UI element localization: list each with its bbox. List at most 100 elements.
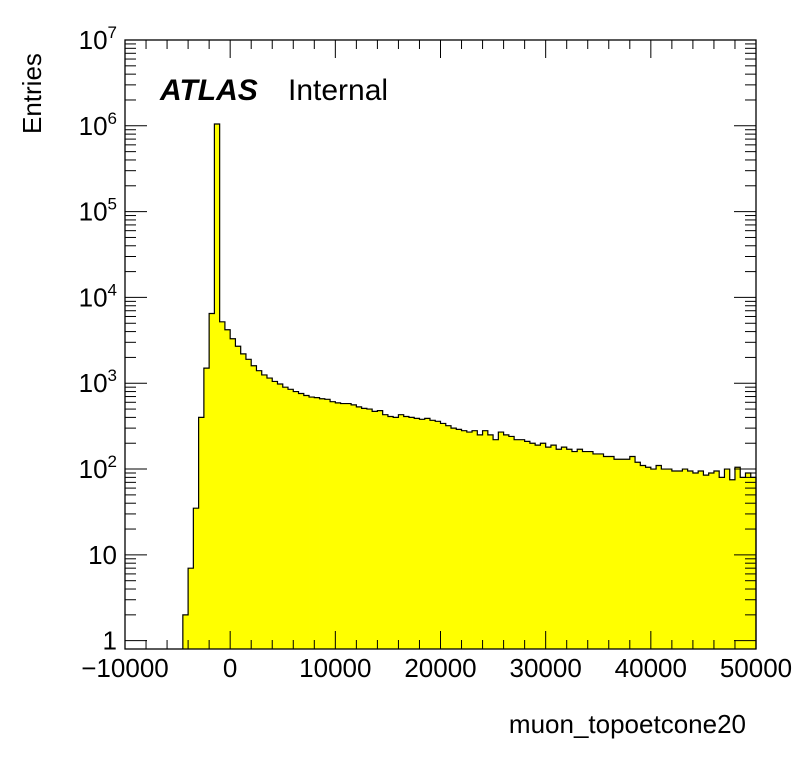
histogram-bar [314, 397, 320, 649]
histogram-bar [193, 508, 200, 649]
histogram-bar [692, 472, 699, 649]
histogram-bar [408, 417, 415, 649]
histogram-bar [656, 465, 662, 649]
histogram-bars [182, 123, 757, 649]
histogram-bar [209, 313, 215, 649]
histogram-bar [671, 470, 678, 649]
histogram-bar [645, 467, 652, 649]
histogram-bar [403, 416, 410, 649]
histogram-bar [508, 436, 515, 649]
histogram-bar [261, 374, 268, 649]
histogram-bar [272, 381, 278, 649]
histogram-bar [461, 430, 468, 649]
histogram-bar [319, 398, 326, 649]
histogram-bar [282, 387, 289, 649]
histogram-bar [188, 568, 194, 649]
histogram-bar [592, 453, 599, 649]
x-tick-label: 40000 [615, 653, 687, 683]
histogram-bar [535, 445, 541, 649]
histogram-bar [550, 445, 557, 649]
x-tick-label: 20000 [404, 653, 476, 683]
histogram-bar [487, 434, 494, 649]
atlas-status-label: Internal [288, 74, 388, 107]
histogram-bar [703, 475, 710, 649]
histogram-bar [466, 432, 473, 649]
histogram-bar [445, 425, 452, 649]
histogram-bar [661, 469, 668, 649]
x-tick-labels: −10000 0 10000 20000 30000 40000 50000 [81, 653, 792, 683]
histogram-bar [182, 614, 189, 649]
histogram-bar [393, 417, 399, 649]
x-tick-label: −10000 [81, 653, 168, 683]
histogram-bar [556, 449, 562, 649]
histogram-bar [398, 414, 405, 649]
histogram-bar [266, 378, 273, 649]
histogram-bar [529, 443, 536, 649]
histogram-bar [519, 439, 526, 649]
histogram-bar [309, 397, 315, 649]
histogram-bar [719, 477, 725, 649]
histogram-bar [214, 123, 221, 649]
histogram-bar [366, 409, 373, 649]
y-tick-label: 103 [79, 366, 117, 398]
y-tick-label: 1 [103, 626, 117, 656]
histogram-bar [566, 449, 573, 649]
histogram-bar [256, 370, 263, 649]
x-tick-label: 10000 [299, 653, 371, 683]
histogram-bar [498, 432, 504, 649]
histogram-bar [503, 434, 510, 649]
atlas-label: ATLAS [159, 74, 258, 107]
histogram-bar [514, 439, 520, 649]
histogram-bar [324, 399, 331, 649]
histogram-bar [356, 406, 363, 649]
histogram-bar [435, 421, 441, 649]
histogram-bar [650, 469, 657, 649]
histogram-bar [377, 410, 384, 649]
histogram-bar [493, 439, 499, 649]
histogram-bar [582, 451, 589, 649]
histogram-bar [614, 459, 620, 649]
histogram-bar [677, 470, 683, 649]
histogram-bar [608, 456, 615, 649]
histogram-bar [230, 338, 236, 649]
histogram-bar [361, 408, 368, 649]
histogram-bar [235, 346, 242, 649]
histogram-bar [629, 456, 636, 649]
histogram-bar [372, 411, 378, 649]
histogram-bar [303, 395, 310, 649]
histogram-bar [561, 447, 568, 649]
y-tick-label: 107 [79, 23, 117, 55]
histogram-bar [277, 384, 284, 649]
histogram-bar [687, 470, 694, 649]
histogram-bar [619, 459, 625, 649]
axes [124, 39, 757, 650]
histogram-bar [198, 417, 205, 649]
histogram-bar [414, 418, 420, 649]
y-tick-label: 10 [88, 540, 117, 570]
histogram-bar [429, 420, 436, 649]
histogram-bar [330, 401, 336, 649]
histogram-bar [382, 414, 389, 649]
histogram-bar [587, 451, 594, 649]
histogram-outline [182, 123, 757, 649]
histogram-bar [524, 441, 531, 649]
histogram-bar [640, 465, 646, 649]
histogram-bar [240, 353, 247, 649]
histogram-bar [745, 472, 752, 649]
y-tick-labels: 1 10 102 103 104 105 106 107 [79, 23, 117, 656]
histogram-bar [571, 451, 578, 649]
x-tick-label: 50000 [720, 653, 792, 683]
histogram-bar [603, 456, 610, 649]
histogram-bar [335, 402, 341, 649]
histogram-bar [451, 428, 457, 649]
histogram-bar [340, 403, 347, 649]
histogram-bar [345, 403, 352, 649]
histogram-bar [477, 434, 483, 649]
histogram-bar [472, 430, 478, 649]
histogram-bar [288, 389, 294, 649]
histogram-bar [440, 423, 447, 649]
histogram-bar [682, 469, 689, 649]
histogram-bar [713, 470, 720, 649]
